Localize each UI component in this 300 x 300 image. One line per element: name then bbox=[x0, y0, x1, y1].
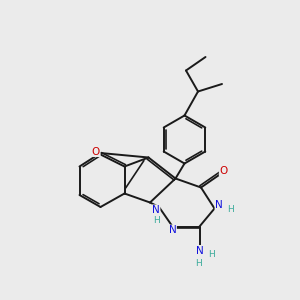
Text: N: N bbox=[169, 225, 176, 235]
Text: N: N bbox=[152, 205, 160, 215]
Text: O: O bbox=[219, 166, 228, 176]
Text: O: O bbox=[92, 146, 100, 157]
Text: N: N bbox=[196, 245, 203, 256]
Text: H: H bbox=[208, 250, 215, 259]
Text: H: H bbox=[195, 260, 201, 268]
Text: N: N bbox=[215, 200, 223, 210]
Text: H: H bbox=[153, 216, 159, 225]
Text: H: H bbox=[227, 205, 233, 214]
